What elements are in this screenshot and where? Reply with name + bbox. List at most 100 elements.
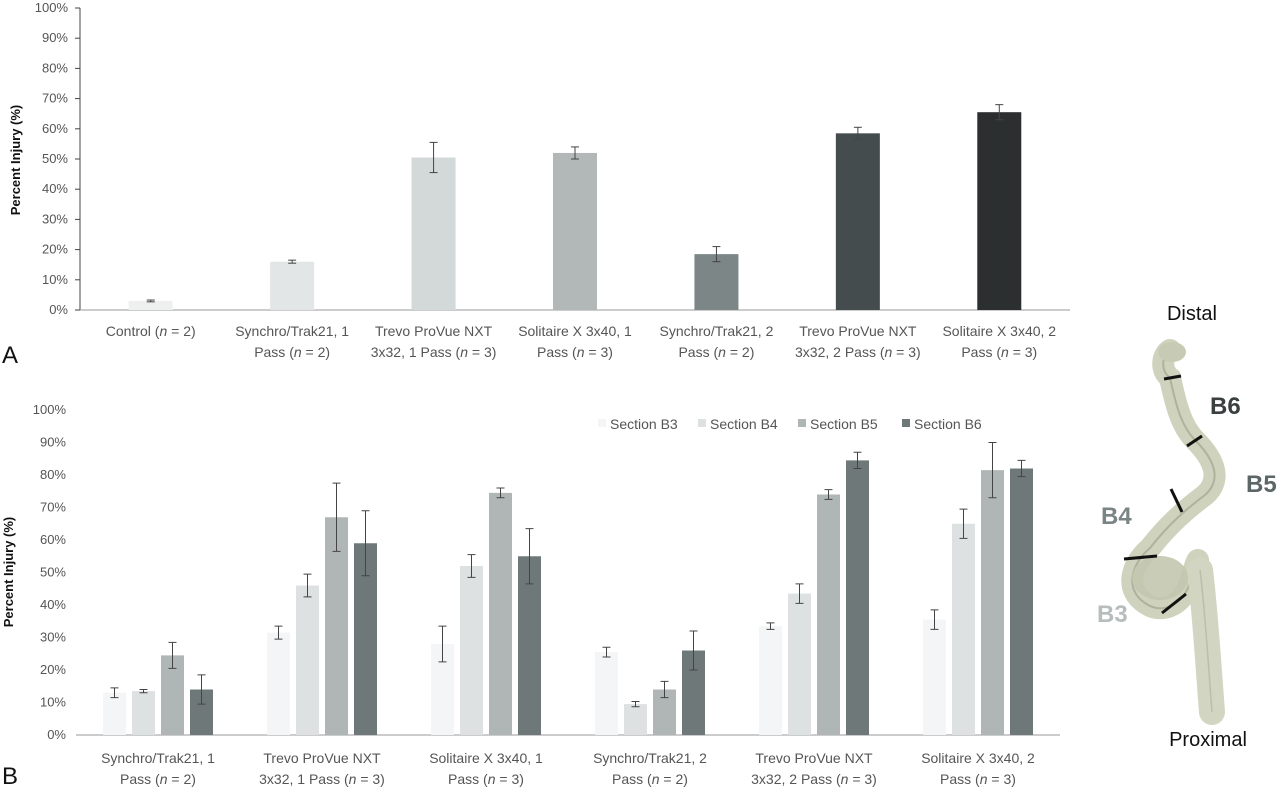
bar [553,152,597,310]
x-category-label: Control (n = 2) [106,323,196,339]
bar [694,254,739,310]
legend-swatch [798,419,806,427]
bar [411,157,456,310]
x-category-label: Pass (n = 3) [537,344,613,360]
bar [489,492,512,735]
bar [161,655,184,735]
x-category-label: 3x32, 2 Pass (n = 3) [751,771,877,787]
section-divider [1169,488,1184,513]
x-category-label: Trevo ProVue NXT [799,323,917,339]
bar [132,691,155,735]
section-label-b6: B6 [1210,393,1241,420]
section-divider [1163,374,1182,381]
y-tick-label: 80% [40,467,66,482]
legend-label: Section B5 [810,416,878,432]
x-category-label: Synchro/Trak21, 2 [659,323,773,339]
panel-label-a: A [2,342,18,369]
bar [682,650,705,735]
bar [595,652,618,735]
vessel-segment [1121,339,1226,725]
x-category-label: Pass (n = 2) [678,344,754,360]
y-tick-label: 60% [42,121,68,136]
bar [431,644,454,735]
y-tick-label: 40% [40,597,66,612]
x-category-label: Pass (n = 3) [940,771,1016,787]
section-divider [1123,554,1158,561]
section-divider [1186,434,1203,448]
y-tick-label: 10% [42,272,68,287]
chart-a-y-axis-label: Percent Injury (%) [8,105,23,216]
y-tick-label: 100% [33,402,67,417]
bar [325,517,348,735]
bar [128,300,173,310]
y-tick-label: 70% [42,91,68,106]
x-category-label: Trevo ProVue NXT [263,750,381,766]
bar [653,689,676,735]
specimen-photo: Distal Proximal B6 B5 B4 B3 [1097,303,1277,751]
bar [817,494,840,735]
y-tick-label: 50% [42,151,68,166]
x-category-label: Solitaire X 3x40, 1 [518,323,632,339]
bar [460,566,483,735]
legend-label: Section B6 [914,416,982,432]
x-category-label: Pass (n = 2) [254,344,330,360]
section-label-b3: B3 [1097,601,1128,628]
bar [923,619,946,735]
y-tick-label: 20% [40,662,66,677]
chart-b: Percent Injury (%) 0% 10% 20% 30% 40% 50% 60% 7… [1,402,1060,787]
y-tick-label: 40% [42,181,68,196]
x-category-label: Synchro/Trak21, 2 [593,750,707,766]
bar [981,470,1004,735]
x-category-label: 3x32, 1 Pass (n = 3) [259,771,385,787]
bar [759,626,782,735]
y-tick-label: 50% [40,565,66,580]
section-label-b4: B4 [1101,503,1132,530]
bar [624,704,647,735]
legend-swatch [598,419,606,427]
y-tick-label: 80% [42,60,68,75]
distal-label: Distal [1167,303,1217,325]
x-category-label: Solitaire X 3x40, 2 [942,323,1056,339]
x-category-label: Pass (n = 3) [448,771,524,787]
section-divider [1161,592,1187,615]
y-tick-label: 30% [42,211,68,226]
x-category-label: Solitaire X 3x40, 2 [921,750,1035,766]
bar [270,261,315,310]
y-tick-label: 0% [47,727,66,742]
bar [977,112,1022,310]
x-category-label: Solitaire X 3x40, 1 [429,750,543,766]
bar [788,593,811,735]
y-tick-label: 100% [35,0,69,15]
y-tick-label: 70% [40,500,66,515]
x-category-label: 3x32, 2 Pass (n = 3) [795,344,921,360]
bar [354,543,377,735]
bar [846,460,869,735]
chart-a: Percent Injury (%) 0% 10% 20% 30% 40% 50% 60% 7… [8,0,1070,360]
x-category-label: Synchro/Trak21, 1 [235,323,349,339]
x-category-label: Pass (n = 2) [120,771,196,787]
legend-swatch [698,419,706,427]
y-tick-label: 30% [40,630,66,645]
y-tick-label: 10% [40,695,66,710]
y-tick-label: 60% [40,532,66,547]
y-tick-label: 90% [40,435,66,450]
bar [1010,468,1033,735]
x-category-label: Synchro/Trak21, 1 [101,750,215,766]
chart-b-y-axis-label: Percent Injury (%) [1,517,16,628]
bar [835,133,880,310]
x-category-label: Pass (n = 3) [961,344,1037,360]
y-tick-label: 0% [49,302,68,317]
x-category-label: Trevo ProVue NXT [375,323,493,339]
y-tick-label: 90% [42,30,68,45]
bar [267,632,290,735]
bar [103,692,126,735]
proximal-label: Proximal [1169,729,1247,751]
legend-label: Section B4 [710,416,778,432]
legend-swatch [902,419,910,427]
bar [518,556,541,735]
x-category-label: Trevo ProVue NXT [755,750,873,766]
section-label-b5: B5 [1246,471,1277,498]
bar [190,689,213,735]
y-tick-label: 20% [42,242,68,257]
